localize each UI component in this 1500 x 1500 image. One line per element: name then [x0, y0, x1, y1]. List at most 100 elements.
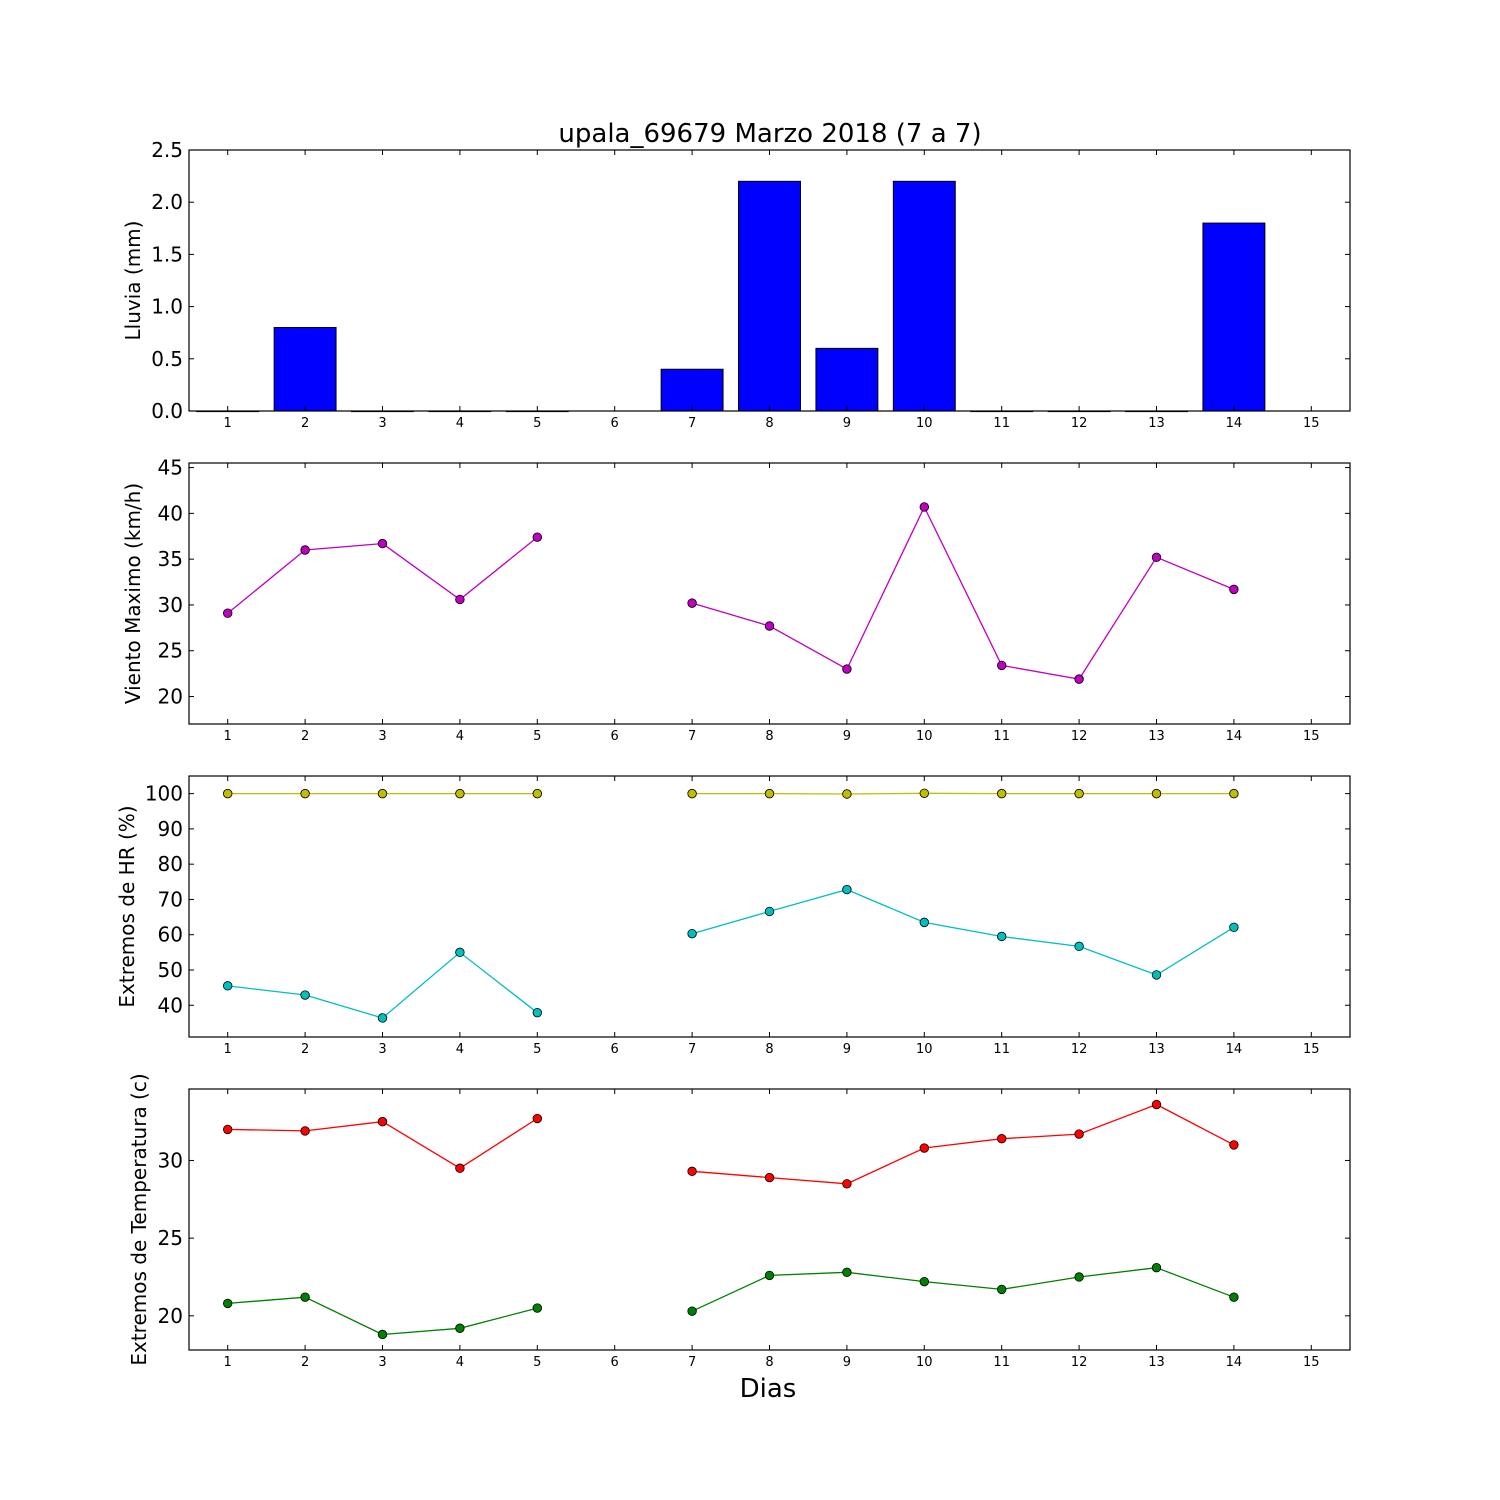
x-tick-label: 3 [378, 1042, 386, 1057]
x-tick-label: 2 [301, 1355, 309, 1370]
series-2-point-day-9 [842, 1267, 852, 1278]
series-2-point-day-4 [455, 1323, 465, 1333]
x-tick-label: 14 [1226, 416, 1243, 431]
series-2-point-day-3 [377, 1329, 388, 1340]
series-2-point-day-12 [1074, 1272, 1084, 1282]
x-tick-label: 1 [224, 729, 232, 744]
x-tick-label: 10 [916, 1042, 933, 1057]
y-tick-label: 25 [158, 1226, 183, 1250]
x-tick-label: 15 [1303, 1042, 1320, 1057]
x-tick-label: 15 [1303, 416, 1320, 431]
series-1-point-day-10 [919, 502, 930, 512]
x-tick-label: 11 [993, 1042, 1010, 1057]
panels: 1 2 3 4 5 6 7 8 9 10 11 12 13 14 150.00.51.01.52.02.5L… [115, 138, 1351, 1370]
y-tick-label: 2.0 [151, 190, 183, 214]
x-tick-label: 6 [611, 416, 619, 431]
series-1-point-day-3 [377, 538, 388, 549]
panel-1: 1 2 3 4 5 6 7 8 9 10 11 12 13 14 150.00.51.01.52.02.5L… [121, 138, 1351, 431]
y-axis-label: Extremos de HR (%) [115, 805, 139, 1007]
x-tick-label: 3 [378, 1355, 386, 1370]
series-1-point-day-13 [1151, 788, 1162, 799]
series-2-line-segment-1 [227, 1296, 538, 1336]
series-1-point-day-1 [222, 608, 233, 618]
series-1-point-day-12 [1074, 1129, 1084, 1139]
bar-day-8 [738, 180, 801, 412]
x-tick-label: 7 [688, 1355, 696, 1370]
x-tick-label: 15 [1303, 1355, 1320, 1370]
x-tick-label: 8 [765, 416, 773, 431]
x-tick-label: 12 [1071, 416, 1088, 431]
x-tick-label: 3 [378, 729, 386, 744]
x-tick-label: 1 [224, 1042, 232, 1057]
y-tick-label: 90 [158, 817, 183, 841]
x-tick-label: 12 [1071, 1042, 1088, 1057]
x-tick-label: 14 [1226, 1355, 1243, 1370]
x-tick-label: 1 [224, 1355, 232, 1370]
x-tick-label: 7 [688, 1042, 696, 1057]
y-tick-label: 35 [158, 547, 183, 571]
series-2-line-segment-1 [227, 951, 538, 1019]
series-2-line-segment-2 [691, 1267, 1235, 1312]
y-axis-label: Viento Maximo (km/h) [121, 483, 145, 704]
x-tick-label: 13 [1148, 729, 1165, 744]
y-tick-label: 50 [158, 958, 183, 982]
bar-day-9 [815, 347, 879, 412]
series-2-point-day-9 [842, 884, 852, 895]
series-1-line-segment-2 [691, 505, 1235, 680]
y-tick-label: 70 [158, 887, 183, 911]
axes-frame [188, 1088, 1351, 1351]
series-2-point-day-5 [532, 1303, 543, 1313]
series-2-point-day-7 [687, 928, 697, 939]
x-tick-label: 6 [611, 1355, 619, 1370]
series-2-point-day-14 [1229, 1292, 1239, 1302]
x-tick-label: 9 [843, 1042, 851, 1057]
x-axis-label: Dias [740, 1374, 797, 1404]
series-1-point-day-11 [997, 1134, 1007, 1144]
x-tick-label: 13 [1148, 1355, 1165, 1370]
series-1-point-day-2 [300, 788, 310, 799]
x-tick-label: 3 [378, 416, 386, 431]
y-tick-label: 100 [145, 782, 183, 806]
y-tick-label: 20 [158, 1304, 183, 1328]
series-1-point-day-8 [764, 788, 775, 799]
series-2-point-day-2 [300, 990, 310, 1000]
series-2-point-day-11 [997, 931, 1007, 942]
y-tick-label: 40 [158, 993, 183, 1017]
series-2-point-day-13 [1151, 1262, 1162, 1273]
x-tick-label: 9 [843, 416, 851, 431]
series-1-point-day-12 [1074, 674, 1084, 684]
x-tick-label: 14 [1226, 729, 1243, 744]
series-1-point-day-5 [532, 1113, 543, 1124]
y-axis-label: Extremos de Temperatura (c) [127, 1073, 151, 1365]
series-1-point-day-3 [377, 788, 388, 799]
bar-day-7 [660, 368, 724, 412]
series-1-point-day-10 [919, 788, 930, 798]
series-2-point-day-4 [455, 947, 465, 958]
series-1-point-day-7 [687, 788, 697, 799]
series-1-point-day-14 [1229, 584, 1239, 595]
x-tick-label: 10 [916, 1355, 933, 1370]
series-1-point-day-12 [1074, 788, 1084, 799]
series-1-point-day-10 [919, 1143, 930, 1153]
x-tick-label: 8 [765, 729, 773, 744]
axes-frame [188, 462, 1351, 725]
series-2-point-day-7 [687, 1306, 697, 1316]
series-1-point-day-13 [1151, 1099, 1162, 1110]
x-tick-label: 4 [456, 729, 464, 744]
axes-frame [188, 775, 1351, 1038]
x-tick-label: 11 [993, 416, 1010, 431]
y-axis-label: Lluvia (mm) [121, 221, 145, 341]
x-tick-label: 6 [611, 1042, 619, 1057]
series-1-point-day-8 [764, 1172, 775, 1183]
y-tick-label: 25 [158, 639, 183, 663]
x-tick-label: 11 [993, 1355, 1010, 1370]
y-tick-label: 0.5 [151, 347, 183, 371]
y-tick-label: 80 [158, 852, 183, 876]
series-1-point-day-5 [532, 788, 543, 799]
series-2-point-day-8 [764, 906, 775, 917]
series-1-point-day-9 [842, 1179, 852, 1189]
x-tick-label: 15 [1303, 729, 1320, 744]
series-1-point-day-11 [997, 660, 1007, 671]
